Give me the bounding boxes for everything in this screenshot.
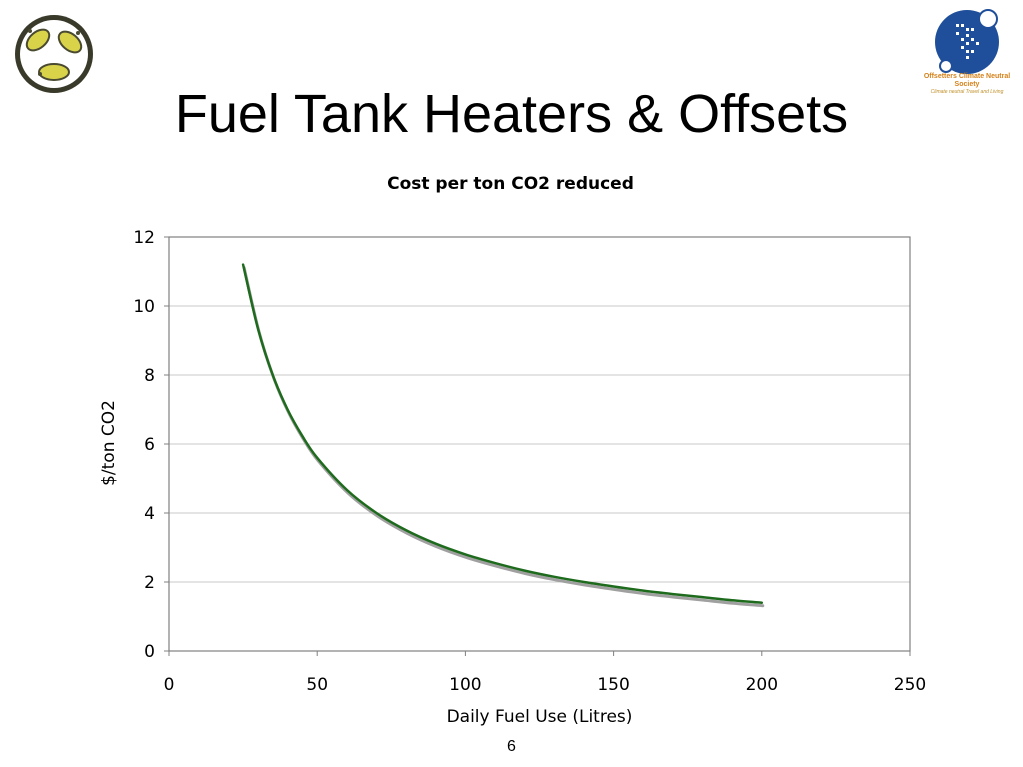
y-tick-label: 12: [133, 228, 155, 248]
page-number: 6: [507, 738, 516, 755]
x-tick-label: 150: [597, 675, 629, 695]
series-line-shadow: [242, 266, 765, 608]
series-line: [241, 263, 764, 604]
x-tick-label: 100: [449, 675, 481, 695]
y-tick-label: 4: [144, 504, 155, 524]
org-tagline: Climate neutral Travel and Living: [930, 89, 1004, 95]
offsetters-emblem-icon: [935, 9, 999, 74]
x-tick-label: 0: [164, 675, 175, 695]
x-tick-label: 200: [746, 675, 778, 695]
y-axis-label: $/ton CO2: [99, 400, 119, 486]
y-tick-label: 6: [144, 435, 155, 455]
chart-title: Cost per ton CO2 reduced: [387, 174, 634, 194]
org-name: Offsetters Climate Neutral Society: [923, 73, 1011, 88]
x-axis-label: Daily Fuel Use (Litres): [447, 707, 633, 727]
y-tick-label: 10: [133, 297, 155, 317]
y-tick-label: 0: [144, 642, 155, 662]
recycle-footprints-icon: [15, 15, 93, 93]
y-tick-label: 2: [144, 573, 155, 593]
y-tick-label: 8: [144, 366, 155, 386]
x-tick-label: 250: [894, 675, 926, 695]
x-tick-label: 50: [306, 675, 328, 695]
slide-title: Fuel Tank Heaters & Offsets: [174, 84, 849, 144]
